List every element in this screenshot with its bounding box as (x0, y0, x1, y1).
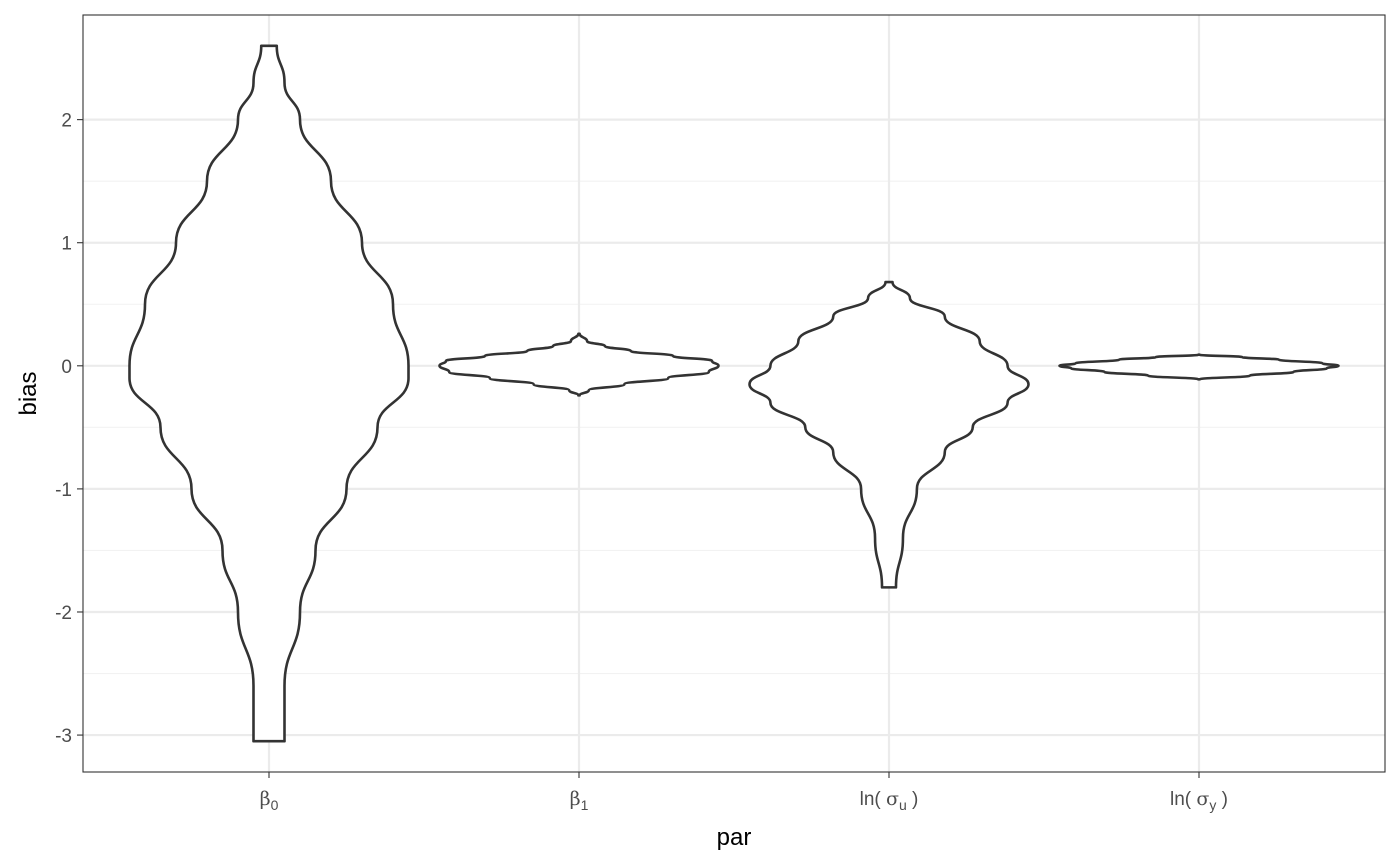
violin-3 (1058, 353, 1340, 381)
x-axis: β0 β1 ln( σu ) ln( σy ) (260, 772, 1228, 813)
y-tick-label: -3 (55, 726, 72, 747)
violins (128, 44, 1340, 743)
y-tick-label: -1 (55, 480, 72, 501)
y-tick-label: 1 (61, 234, 72, 255)
x-axis-title: par (717, 824, 752, 851)
x-tick-label: β1 (570, 788, 589, 813)
panel-border (82, 14, 1386, 773)
x-tick-label: ln( σy ) (1170, 788, 1228, 813)
violin-0 (128, 44, 410, 743)
y-tick-label: 0 (61, 357, 72, 378)
violin-2 (748, 280, 1030, 589)
y-tick-label: -2 (55, 603, 72, 624)
y-axis: -3 -2 -1 0 1 2 (55, 111, 83, 747)
violin-1 (438, 332, 720, 397)
y-axis-title: bias (15, 371, 42, 415)
x-tick-label: β0 (260, 788, 279, 813)
y-tick-label: 2 (61, 111, 72, 132)
x-tick-label: ln( σu ) (860, 788, 919, 813)
